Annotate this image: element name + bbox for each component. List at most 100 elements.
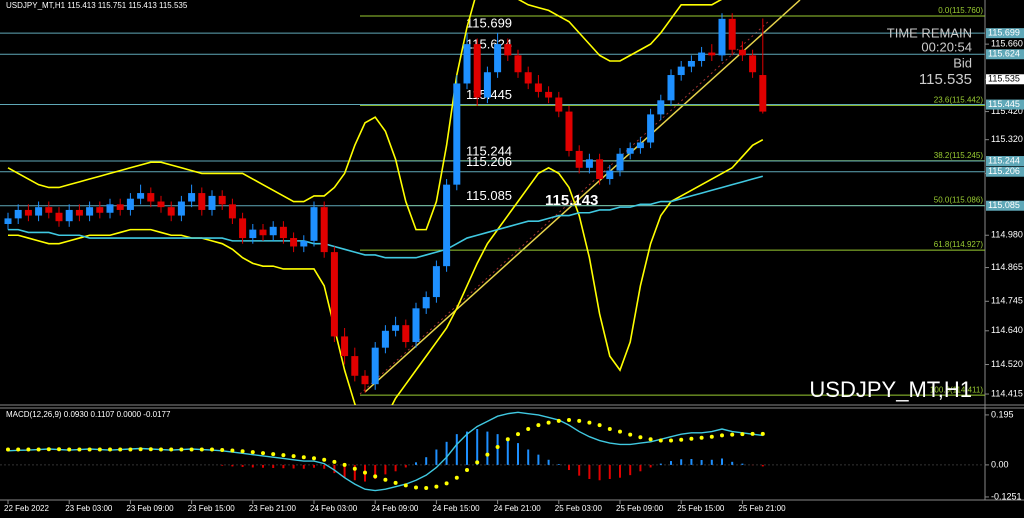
candle-body bbox=[565, 111, 573, 151]
x-tick-label: 25 Feb 09:00 bbox=[616, 504, 664, 513]
signal-dot bbox=[699, 435, 704, 440]
signal-dot bbox=[312, 456, 316, 461]
candle-body bbox=[402, 325, 410, 343]
y-tick-label: 115.660 bbox=[991, 39, 1023, 49]
candle-body bbox=[4, 218, 12, 225]
candle-body bbox=[147, 193, 155, 202]
signal-dot bbox=[454, 475, 459, 480]
level-box-label: 115.244 bbox=[988, 155, 1020, 165]
y-tick-label: 115.320 bbox=[991, 134, 1023, 144]
signal-dot bbox=[587, 420, 592, 425]
candle-body bbox=[698, 52, 706, 61]
signal-dot bbox=[730, 432, 735, 437]
candle-body bbox=[320, 207, 328, 253]
time-remain-label: TIME REMAIN bbox=[887, 25, 972, 40]
signal-dot bbox=[516, 432, 520, 437]
indicator-line bbox=[8, 138, 764, 405]
signal-dot bbox=[689, 436, 694, 441]
level-label: 115.206 bbox=[466, 154, 512, 169]
y-tick-label: 114.745 bbox=[991, 296, 1023, 306]
candle-body bbox=[738, 49, 746, 56]
signal-dot bbox=[393, 480, 398, 485]
level-box bbox=[986, 28, 1024, 39]
signal-dot bbox=[342, 462, 347, 467]
candle-body bbox=[167, 207, 175, 216]
signal-dot bbox=[628, 432, 633, 437]
signal-dot bbox=[220, 448, 225, 453]
chart-header: USDJPY_MT,H1 115.413 115.751 115.413 115… bbox=[6, 1, 188, 10]
signal-dot bbox=[363, 470, 367, 475]
signal-dot bbox=[210, 447, 214, 452]
candle-body bbox=[545, 91, 553, 98]
candle-body bbox=[137, 193, 145, 199]
signal-dot bbox=[383, 477, 388, 482]
price-scale: 115.660115.535115.420115.320115.200114.9… bbox=[985, 28, 1024, 501]
y-tick-label: 114.865 bbox=[991, 262, 1023, 272]
level-box bbox=[986, 49, 1024, 60]
fib-label: 61.8(114.927) bbox=[934, 240, 984, 249]
signal-dot bbox=[97, 447, 102, 452]
candle-body bbox=[381, 330, 389, 348]
y-tick-label: 114.520 bbox=[991, 359, 1023, 369]
signal-dot bbox=[638, 435, 643, 440]
level-label: 115.244 bbox=[466, 143, 512, 158]
signal-dot bbox=[750, 431, 755, 436]
signal-dot bbox=[67, 447, 72, 452]
signal-dot bbox=[179, 447, 184, 452]
candle-body bbox=[35, 207, 43, 216]
signal-dot bbox=[679, 437, 684, 442]
signal-dot bbox=[118, 447, 123, 452]
candle-body bbox=[443, 184, 451, 267]
candle-body bbox=[596, 159, 604, 180]
candle-body bbox=[524, 72, 532, 84]
signal-dot bbox=[148, 447, 153, 452]
signal-dot bbox=[526, 427, 531, 432]
level-box-label: 115.206 bbox=[988, 166, 1020, 176]
signal-dot bbox=[57, 447, 61, 452]
fib-label: 50.0(115.086) bbox=[934, 196, 984, 205]
candle-body bbox=[626, 148, 634, 154]
level-label: 115.699 bbox=[466, 16, 512, 31]
signal-dot bbox=[271, 452, 276, 457]
signal-dot bbox=[414, 485, 418, 490]
candle-body bbox=[351, 356, 359, 376]
candle-body bbox=[65, 209, 73, 222]
level-box bbox=[986, 200, 1024, 211]
candle-body bbox=[310, 207, 318, 241]
x-tick-label: 23 Feb 21:00 bbox=[249, 504, 297, 513]
fib-label: 38.2(115.245) bbox=[934, 151, 984, 160]
candle-body bbox=[361, 375, 369, 385]
candle-body bbox=[24, 209, 32, 216]
signal-dot bbox=[658, 438, 663, 443]
x-tick-label: 25 Feb 15:00 bbox=[677, 504, 725, 513]
signal-dot bbox=[301, 455, 306, 460]
signal-dot bbox=[77, 447, 82, 452]
x-tick-label: 23 Feb 09:00 bbox=[126, 504, 174, 513]
signal-dot bbox=[740, 432, 745, 437]
signal-dot bbox=[505, 437, 510, 442]
signal-dot bbox=[189, 447, 194, 452]
signal-dot bbox=[36, 447, 41, 452]
candle-body bbox=[198, 193, 206, 210]
macd-panel bbox=[0, 411, 985, 492]
x-tick-label: 25 Feb 03:00 bbox=[555, 504, 603, 513]
bid-box-label: 115.535 bbox=[988, 74, 1020, 84]
fib-label: 23.6(115.442) bbox=[934, 96, 984, 105]
signal-dot bbox=[128, 447, 133, 452]
watermark: USDJPY_MT,H1 bbox=[809, 377, 972, 402]
y-tick-label: -0.1251 bbox=[991, 491, 1022, 501]
candle-body bbox=[86, 207, 94, 216]
trendline bbox=[364, 0, 801, 393]
x-tick-label: 24 Feb 21:00 bbox=[494, 504, 542, 513]
candle-body bbox=[188, 193, 196, 202]
y-tick-label: 115.420 bbox=[991, 106, 1023, 116]
signal-dot bbox=[352, 466, 357, 471]
signal-dot bbox=[322, 457, 327, 462]
level-box-label: 115.445 bbox=[988, 99, 1020, 109]
x-tick-label: 24 Feb 03:00 bbox=[310, 504, 358, 513]
candle-body bbox=[259, 229, 267, 236]
candle-body bbox=[249, 229, 257, 239]
signal-dot bbox=[669, 438, 673, 443]
macd-line bbox=[7, 411, 763, 492]
